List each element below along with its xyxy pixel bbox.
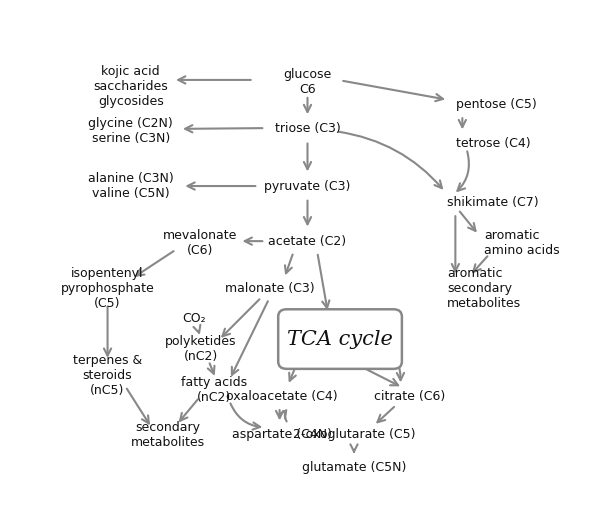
Text: oxaloacetate (C4): oxaloacetate (C4) <box>226 390 338 403</box>
Text: 2-oxoglutarate (C5): 2-oxoglutarate (C5) <box>293 428 415 441</box>
Text: alanine (C3N)
valine (C5N): alanine (C3N) valine (C5N) <box>88 172 173 200</box>
Text: citrate (C6): citrate (C6) <box>374 390 445 403</box>
Text: TCA cycle: TCA cycle <box>287 330 393 349</box>
Text: aspartate (C4N): aspartate (C4N) <box>232 428 332 441</box>
Text: shikimate (C7): shikimate (C7) <box>447 196 539 209</box>
Text: aromatic
secondary
metabolites: aromatic secondary metabolites <box>447 267 521 310</box>
Text: secondary
metabolites: secondary metabolites <box>131 421 205 449</box>
Text: glucose
C6: glucose C6 <box>283 68 332 96</box>
Text: pyruvate (C3): pyruvate (C3) <box>265 180 350 192</box>
Text: CO₂: CO₂ <box>182 312 205 325</box>
Text: pentose (C5): pentose (C5) <box>456 98 537 111</box>
Text: fatty acids
(nC2): fatty acids (nC2) <box>181 376 248 404</box>
Text: mevalonate
(C6): mevalonate (C6) <box>163 229 238 257</box>
Text: kojic acid
saccharides
glycosides: kojic acid saccharides glycosides <box>94 65 168 108</box>
Text: glycine (C2N)
serine (C3N): glycine (C2N) serine (C3N) <box>88 117 173 145</box>
Text: isopentenyl
pyrophosphate
(C5): isopentenyl pyrophosphate (C5) <box>61 267 154 310</box>
Text: aromatic
amino acids: aromatic amino acids <box>484 229 560 257</box>
Text: acetate (C2): acetate (C2) <box>268 235 347 248</box>
Text: triose (C3): triose (C3) <box>275 122 340 135</box>
FancyBboxPatch shape <box>278 310 402 369</box>
Text: glutamate (C5N): glutamate (C5N) <box>302 461 406 474</box>
Text: terpenes &
steroids
(nC5): terpenes & steroids (nC5) <box>73 354 142 398</box>
Text: malonate (C3): malonate (C3) <box>226 281 315 295</box>
Text: polyketides
(nC2): polyketides (nC2) <box>165 335 236 363</box>
Text: tetrose (C4): tetrose (C4) <box>456 137 531 149</box>
